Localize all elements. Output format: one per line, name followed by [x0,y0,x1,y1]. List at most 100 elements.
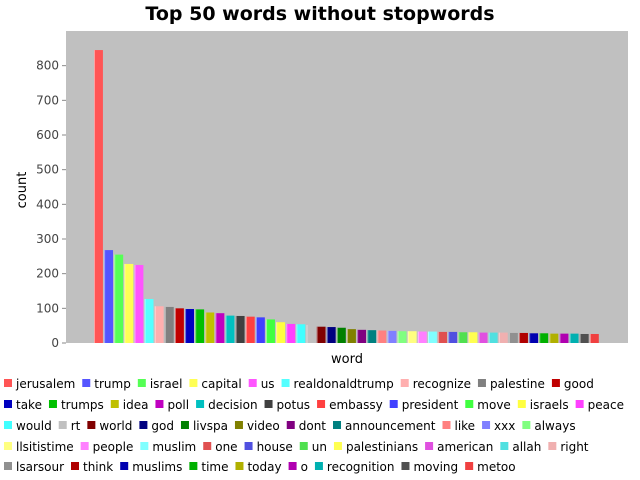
bar-highlight [488,332,490,343]
legend-item-president: president [389,398,459,412]
legend-label: right [560,440,588,454]
legend-swatch [4,379,12,387]
legend-item-dont: dont [286,419,326,433]
legend-label: lsarsour [16,460,64,474]
legend-item-realdonaldtrump: realdonaldtrump [281,377,394,391]
legend-item-potus: potus [264,398,310,412]
bar-highlight [205,312,207,343]
bar-highlight [559,333,561,343]
legend-label: embassy [329,398,383,412]
bar-highlight [468,332,470,343]
bar-highlight [529,333,531,343]
bar [94,50,103,344]
bar-allah [488,332,498,343]
bar-highlight [316,326,318,343]
bar-highlight [174,308,176,343]
legend-swatch [203,442,212,450]
bar-would [296,324,306,343]
legend-label: realdonaldtrump [294,377,394,391]
bar [235,315,245,343]
bar-highlight [185,309,187,343]
y-tick-label: 800 [36,59,59,73]
bar [539,333,549,343]
legend-swatch [286,421,295,429]
bar [519,332,528,343]
legend-swatch [196,400,205,408]
bar-today [549,333,559,343]
bar-highlight [144,298,146,343]
legend-item-moving: moving [401,460,458,474]
legend-swatch [189,379,198,387]
bar-right [498,332,508,343]
bar-move [266,319,275,343]
legend-swatch [155,400,164,408]
legend-item-peace: peace [575,398,624,412]
legend-item-recognition: recognition [314,460,394,474]
legend-label: idea [123,398,149,412]
legend-label: move [477,398,511,412]
y-tick-label: 0 [51,336,59,350]
bar-trump [104,250,114,343]
bar [377,330,387,343]
bar [286,323,296,343]
bar [589,333,599,343]
legend-swatch [401,462,410,470]
legend-item-good: good [551,377,594,391]
legend-item-muslim: muslim [140,440,196,454]
legend-swatch [299,442,308,450]
bar-like [377,330,387,343]
bar-highlight [589,333,591,343]
bar [448,331,458,343]
legend-label: israel [150,377,183,391]
legend-swatch [234,421,243,429]
bar [195,309,205,343]
legend-label: today [247,460,281,474]
bar-lsarsour [508,332,518,343]
bar-highlight [215,313,217,343]
legend-item-god: god [139,419,174,433]
legend-swatch [71,462,80,470]
legend-swatch [248,379,257,387]
legend-swatch [482,421,491,429]
plot-area [66,31,628,343]
bar [559,333,569,343]
legend-label: rt [71,419,81,433]
y-tick-label: 200 [36,267,59,281]
legend-item-palestine: palestine [477,377,545,391]
bar [164,306,174,343]
legend-swatch [517,400,526,408]
legend-swatch [551,379,560,387]
bar-palestinians [468,332,478,343]
bar-highlight [458,332,460,343]
legend-item-think: think [71,460,113,474]
bar-highlight [539,333,541,343]
bar-time [539,333,549,343]
bar [478,332,488,343]
bar [529,333,539,343]
bar-highlight [336,327,338,343]
bar-highlight [407,331,409,343]
legend-item-time: time [189,460,228,474]
bar-o [559,333,569,343]
bar [417,331,427,343]
bar [508,332,518,343]
bar-poll [215,313,225,343]
bar-us [134,265,144,343]
bar-highlight [134,265,136,343]
legend-item-o: o [288,460,308,474]
bar [549,333,559,343]
bar [154,306,164,343]
legend-swatch [139,421,148,429]
legend-swatch [314,462,323,470]
legend-label: president [402,398,459,412]
legend-label: israels [530,398,569,412]
chart-title: Top 50 words without stopwords [145,3,494,25]
bar-israel [114,254,124,343]
legend-item-rt: rt [58,419,81,433]
legend-item-recognize: recognize [400,377,471,391]
bar-highlight [195,309,197,343]
legend-swatch [389,400,398,408]
bar [336,327,346,343]
legend-item-xxx: xxx [482,419,515,433]
